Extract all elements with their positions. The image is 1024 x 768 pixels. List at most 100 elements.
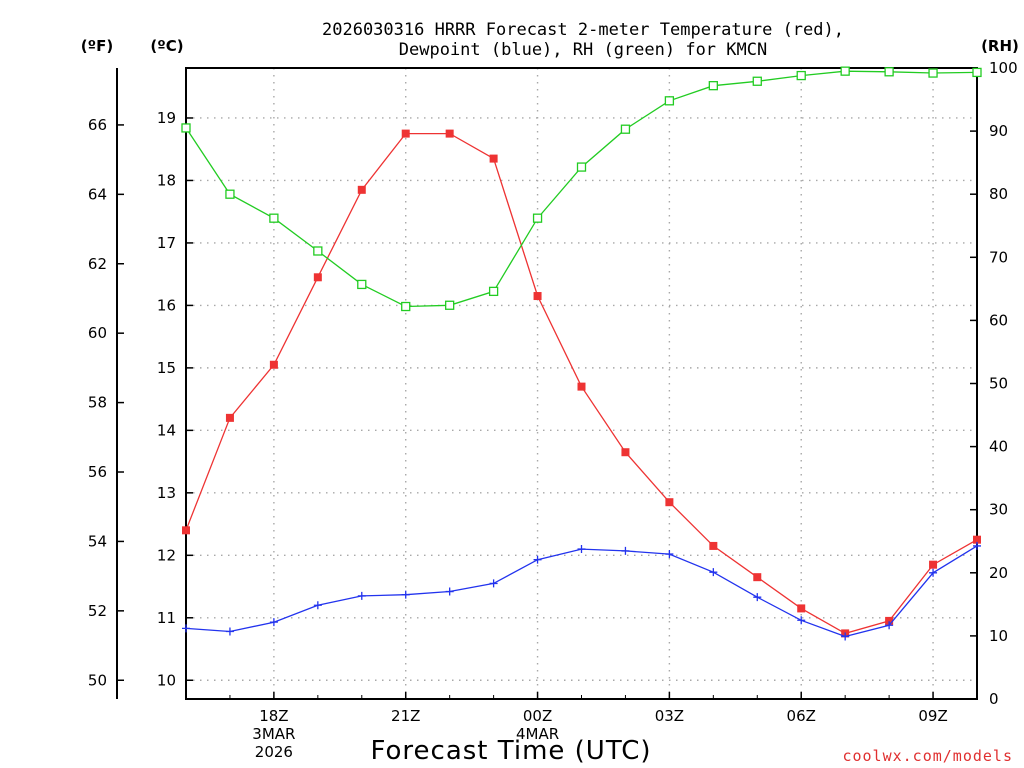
temperature-point — [665, 498, 674, 507]
temperature-point — [313, 273, 322, 282]
data-series — [181, 66, 982, 641]
temperature-point — [269, 360, 278, 369]
temperature-point — [182, 526, 190, 535]
celsius-tick-label: 14 — [157, 421, 176, 439]
dewpoint-point — [401, 590, 410, 599]
rh-point — [664, 96, 675, 106]
rh-tick-label: 0 — [989, 690, 999, 708]
x-tick-label: 4MAR — [516, 725, 559, 743]
dewpoint-point — [621, 546, 630, 555]
dewpoint-point — [753, 593, 762, 602]
dewpoint-point — [313, 601, 322, 610]
rh-tick-label: 70 — [989, 248, 1008, 266]
celsius-tick-label: 13 — [157, 484, 176, 502]
x-tick-label: 18Z — [259, 707, 288, 725]
celsius-unit-label: (ºC) — [150, 37, 183, 55]
rh-line — [185, 70, 978, 308]
temperature-point — [489, 154, 498, 163]
dewpoint-point — [841, 632, 850, 641]
fahrenheit-tick-label: 52 — [88, 602, 107, 620]
temperature-point — [885, 616, 894, 625]
rh-point — [576, 162, 587, 172]
rh-point — [401, 301, 411, 312]
celsius-tick-label: 17 — [157, 234, 176, 252]
rh-point — [488, 286, 499, 297]
x-tick-label: 09Z — [918, 707, 947, 725]
x-tick-label: 03Z — [655, 707, 684, 725]
rh-tick-label: 30 — [989, 501, 1008, 519]
rh-point — [269, 213, 279, 223]
temperature-point — [533, 292, 542, 301]
dewpoint-line — [185, 545, 978, 638]
rh-point — [357, 279, 367, 290]
temperature-point — [709, 541, 718, 550]
temperature-point — [753, 573, 762, 582]
dewpoint-point — [709, 568, 718, 577]
celsius-tick-label: 10 — [157, 671, 176, 689]
x-tick-label: 00Z — [523, 707, 552, 725]
fahrenheit-tick-label: 54 — [88, 532, 107, 550]
axes — [116, 67, 978, 700]
chart-subtitle: Dewpoint (blue), RH (green) for KMCN — [399, 40, 767, 60]
rh-point — [796, 70, 806, 81]
rh-tick-label: 40 — [989, 438, 1008, 456]
temperature-point — [445, 129, 454, 138]
celsius-tick-label: 11 — [157, 609, 176, 627]
celsius-tick-label: 12 — [157, 546, 176, 564]
x-tick-label: 06Z — [787, 707, 816, 725]
dewpoint-point — [533, 555, 542, 564]
grid-lines — [186, 68, 977, 699]
celsius-tick-label: 19 — [157, 109, 176, 127]
dewpoint-point — [357, 591, 366, 600]
dewpoint-point — [665, 550, 674, 559]
dewpoint-point — [929, 568, 938, 577]
fahrenheit-unit-label: (ºF) — [81, 37, 113, 55]
rh-tick-label: 100 — [989, 59, 1018, 77]
rh-tick-label: 60 — [989, 311, 1008, 329]
dewpoint-point — [885, 621, 894, 630]
rh-point — [532, 213, 543, 223]
dewpoint-point — [445, 587, 454, 596]
rh-tick-label: 90 — [989, 122, 1008, 140]
dewpoint-point — [225, 627, 234, 636]
dewpoint-point — [269, 618, 278, 627]
x-tick-label: 3MAR — [252, 725, 295, 743]
x-axis-label: Forecast Time (UTC) — [370, 736, 651, 766]
fahrenheit-tick-label: 60 — [88, 324, 107, 342]
rh-point — [708, 81, 718, 91]
fahrenheit-tick-label: 64 — [88, 185, 107, 203]
rh-point — [752, 76, 762, 86]
rh-unit-label: (RH) — [981, 37, 1019, 55]
rh-point — [972, 67, 982, 78]
fahrenheit-tick-label: 56 — [88, 463, 107, 481]
dewpoint-point — [973, 541, 981, 550]
rh-tick-label: 10 — [989, 627, 1008, 645]
temperature-point — [225, 413, 234, 422]
x-tick-label: 21Z — [391, 707, 420, 725]
chart-title: 2026030316 HRRR Forecast 2-meter Tempera… — [322, 20, 844, 40]
dewpoint-point — [797, 616, 806, 625]
rh-point — [445, 300, 455, 310]
rh-point — [181, 123, 191, 133]
credit-link[interactable]: coolwx.com/models — [842, 747, 1013, 765]
temperature-point — [577, 382, 586, 391]
rh-point — [840, 66, 850, 76]
celsius-tick-label: 18 — [157, 171, 176, 189]
rh-point — [313, 246, 323, 256]
celsius-tick-label: 16 — [157, 296, 176, 314]
rh-tick-label: 50 — [989, 375, 1008, 393]
x-tick-label: 2026 — [255, 743, 293, 761]
rh-point — [928, 68, 938, 78]
temperature-point — [973, 535, 981, 544]
temperature-point — [401, 129, 410, 138]
temperature-point — [621, 448, 630, 457]
temperature-point — [357, 185, 366, 194]
fahrenheit-tick-label: 62 — [88, 255, 107, 273]
rh-point — [225, 189, 235, 199]
rh-point — [620, 124, 631, 134]
fahrenheit-tick-label: 50 — [88, 671, 107, 689]
rh-point — [884, 67, 894, 77]
fahrenheit-tick-label: 58 — [88, 394, 107, 412]
